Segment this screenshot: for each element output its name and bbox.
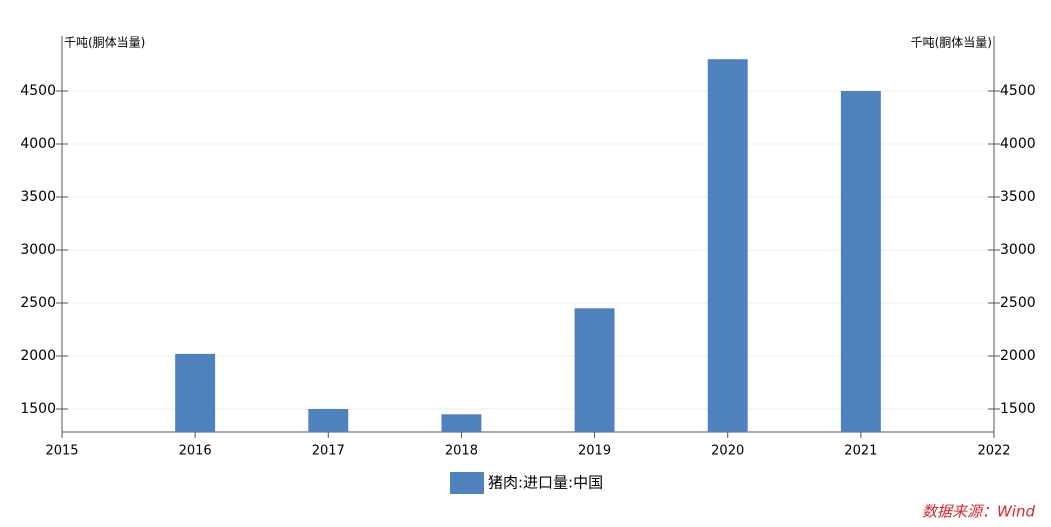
- x-tick-label: 2015: [45, 444, 78, 459]
- y-tick-label: 3500: [20, 189, 56, 205]
- x-tick-label: 2019: [578, 444, 611, 459]
- y-tick-label: 2000: [20, 348, 56, 364]
- y-tick-label: 4500: [20, 83, 56, 99]
- bar: [308, 408, 349, 432]
- x-tick-label: 2017: [312, 444, 345, 459]
- y-axis-unit: 千吨(胴体当量): [64, 36, 145, 50]
- x-tick-label: 2020: [711, 444, 744, 459]
- x-tick-label: 2018: [445, 444, 478, 459]
- bar: [840, 91, 881, 432]
- source-note: 数据来源：Wind: [922, 503, 1036, 521]
- y2-tick-label: 4000: [1000, 136, 1036, 152]
- y2-tick-label: 2500: [1000, 295, 1036, 311]
- bar: [175, 353, 216, 432]
- bar: [441, 414, 482, 432]
- y2-tick-label: 3500: [1000, 189, 1036, 205]
- y2-tick-label: 3000: [1000, 242, 1036, 258]
- y-tick-label: 3000: [20, 242, 56, 258]
- legend-label: 猪肉:进口量:中国: [488, 474, 603, 492]
- x-tick-label: 2022: [977, 444, 1010, 459]
- x-tick-label: 2016: [179, 444, 212, 459]
- bar: [707, 59, 748, 433]
- y2-tick-label: 4500: [1000, 83, 1036, 99]
- y-tick-label: 1500: [20, 401, 56, 417]
- y2-axis-unit: 千吨(胴体当量): [911, 36, 992, 50]
- y-tick-label: 2500: [20, 295, 56, 311]
- y2-tick-label: 2000: [1000, 348, 1036, 364]
- legend-swatch: [450, 472, 484, 494]
- y-tick-label: 4000: [20, 136, 56, 152]
- bar: [574, 308, 615, 432]
- x-tick-label: 2021: [844, 444, 877, 459]
- y2-tick-label: 1500: [1000, 401, 1036, 417]
